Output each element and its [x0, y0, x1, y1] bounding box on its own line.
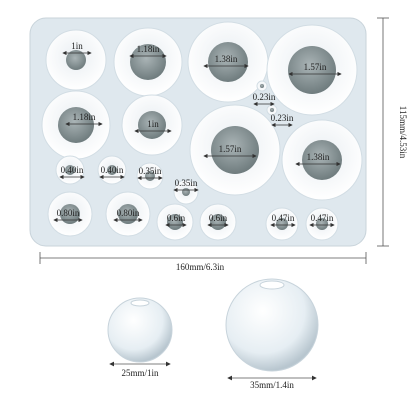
cavity-label: 0.23in	[253, 92, 276, 102]
cavity-label: 0.35in	[139, 166, 162, 176]
cavity-center	[211, 126, 259, 174]
cavity-center	[208, 42, 248, 82]
cavity-label: 0.80in	[57, 208, 80, 218]
cavity-center	[260, 84, 264, 88]
cavity-label: 1.57in	[219, 144, 242, 154]
cavity-center	[302, 140, 342, 180]
cavity-label: 0.47in	[272, 213, 295, 223]
cavity-label: 0.80in	[117, 208, 140, 218]
cavity-label: 0.35in	[175, 178, 198, 188]
cavity-label: 1.38in	[307, 152, 330, 162]
cavity-label: 1in	[147, 119, 159, 129]
cavity-label: 0.6in	[209, 213, 228, 223]
cavity-center	[288, 46, 336, 94]
cavity-center	[130, 44, 166, 80]
cavity-label: 0.40in	[101, 165, 124, 175]
width-label: 160mm/6.3in	[176, 262, 225, 272]
sphere-small	[107, 297, 173, 363]
sphere-opening	[259, 280, 285, 290]
cavity-label: 0.40in	[61, 165, 84, 175]
cavity-center	[182, 188, 190, 196]
cavity-label: 1.38in	[215, 54, 238, 64]
cavity-label: 0.23in	[271, 113, 294, 123]
cavity-label: 0.6in	[167, 213, 186, 223]
cavity-label: 1in	[71, 41, 83, 51]
cavity-label: 1.18in	[137, 44, 160, 54]
sphere-large	[225, 278, 319, 372]
cavity-label: 1.57in	[304, 62, 327, 72]
cavity-center	[107, 165, 117, 175]
labels: 1in 1.18in 1.38in 1.57in 0.23in 1.18in 1in 0.23…	[53, 41, 342, 228]
cavity-label: 1.18in	[73, 112, 96, 122]
cavity-center	[65, 165, 75, 175]
cavity-center	[270, 108, 274, 112]
cavities	[41, 21, 363, 241]
cavity-label: 0.47in	[311, 213, 334, 223]
sphere-label: 25mm/1in	[121, 368, 159, 378]
sphere-label: 35mm/1.4in	[250, 380, 294, 390]
height-label: 115mm/4.53in	[398, 106, 408, 159]
sphere-opening	[130, 299, 150, 307]
